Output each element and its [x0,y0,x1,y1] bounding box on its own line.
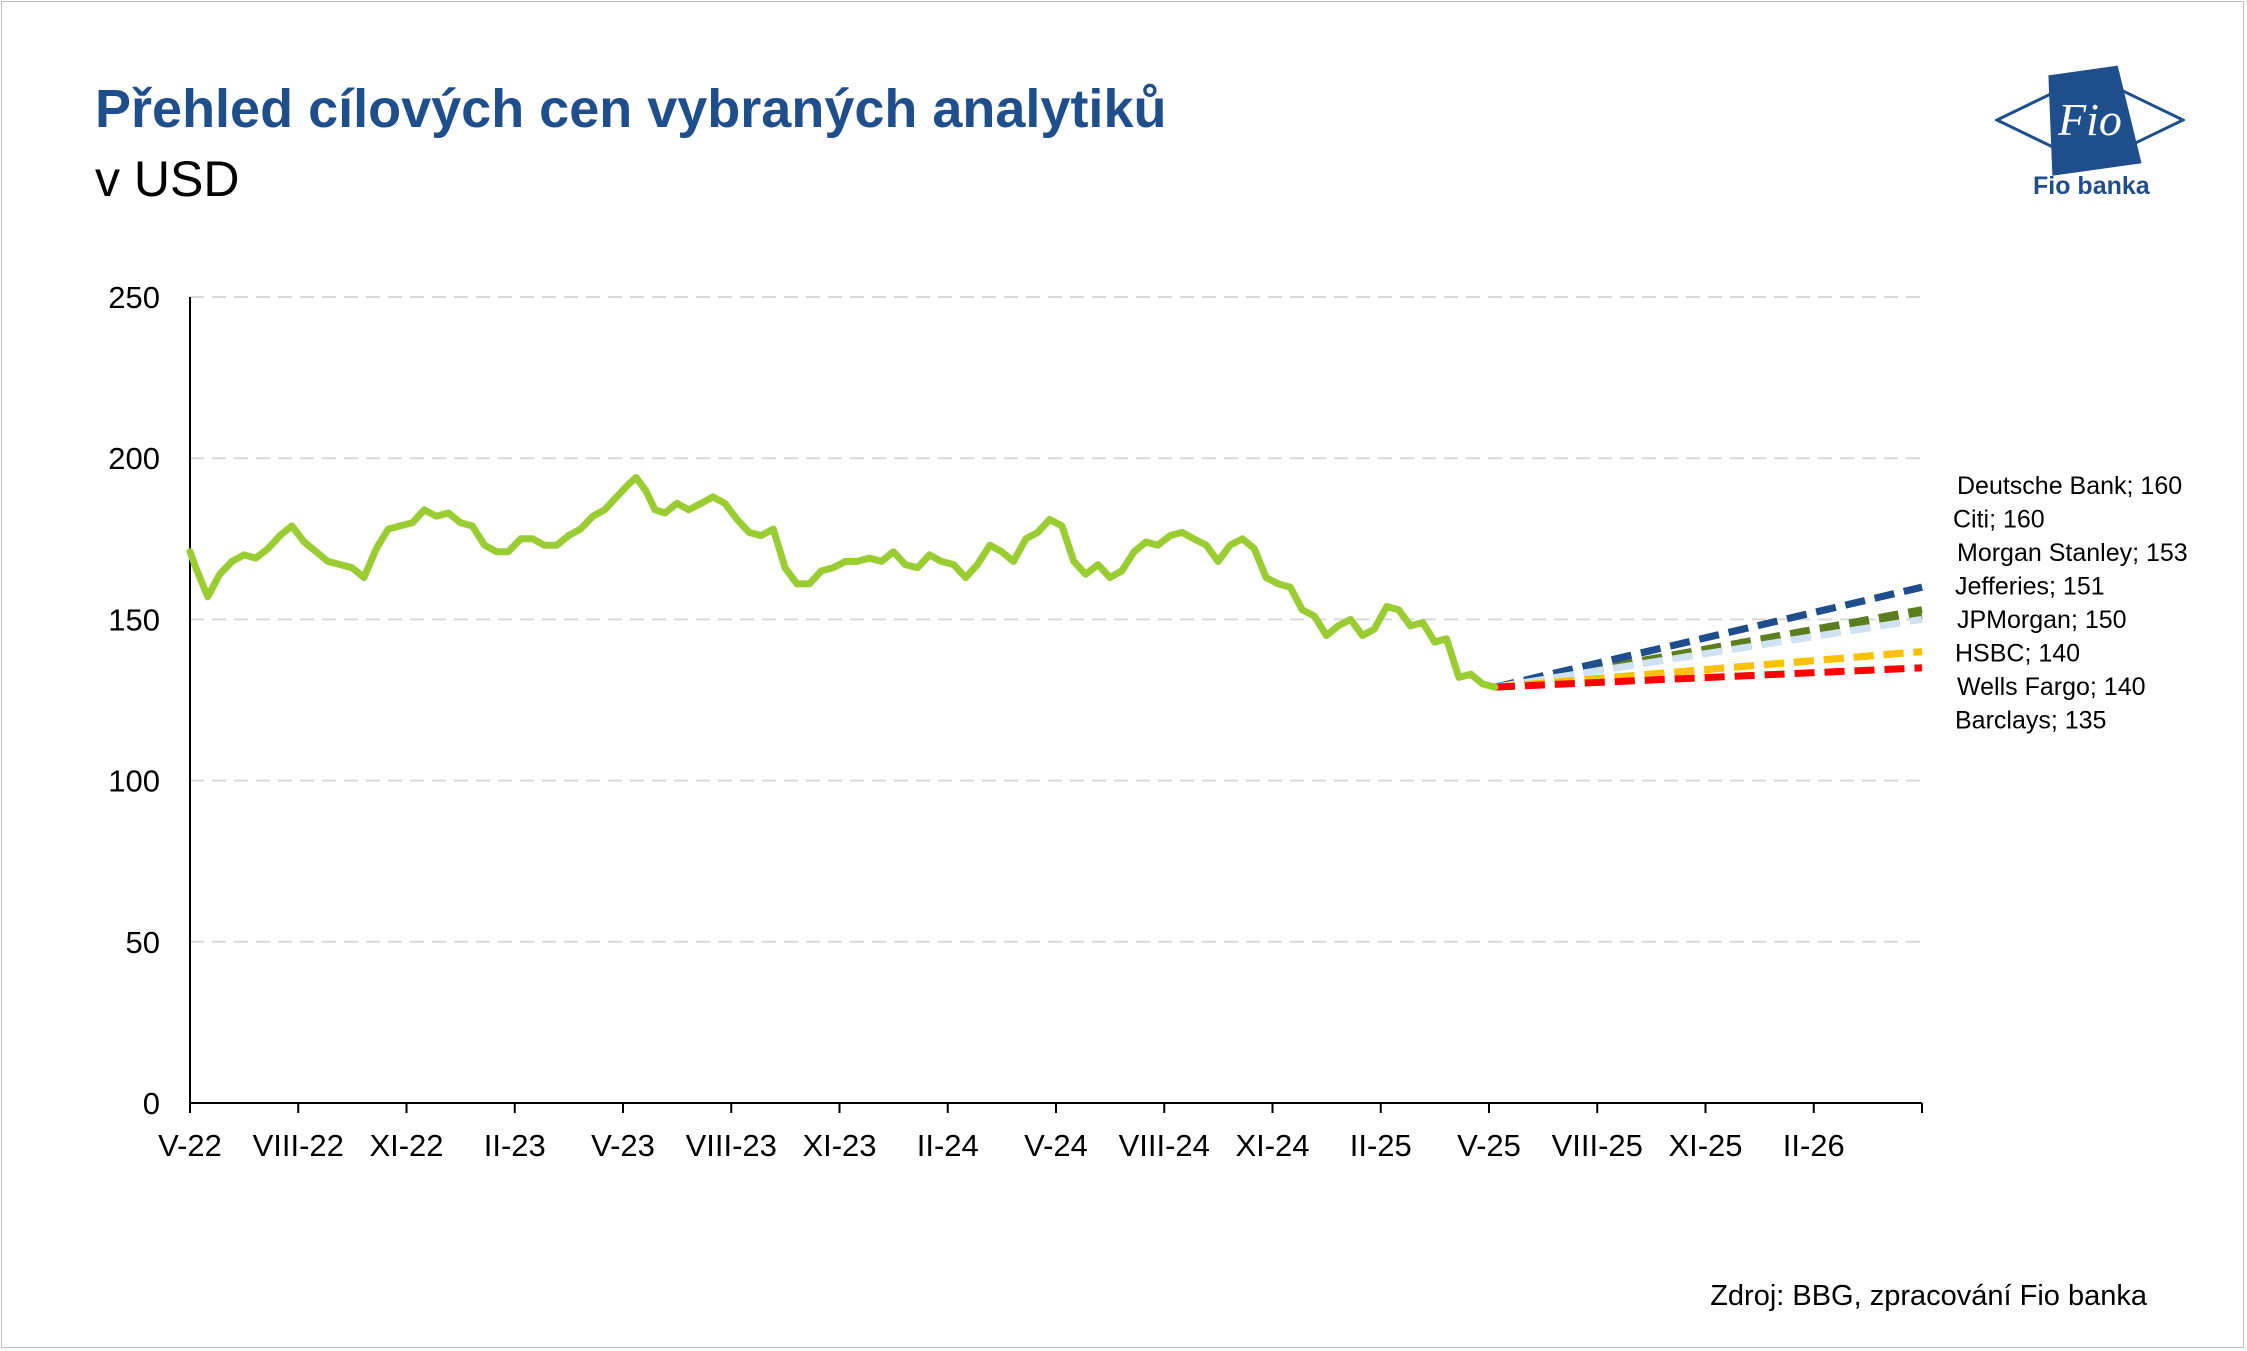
logo-mark-text: Fio [2057,94,2122,145]
target-label: Morgan Stanley; 153 [1957,539,2188,567]
target-lines [1494,583,1923,691]
x-tick-label: V-22 [158,1128,222,1163]
target-label: Wells Fargo; 140 [1957,673,2146,701]
x-tick-label: V-23 [591,1128,655,1163]
x-tick-label: V-25 [1457,1128,1521,1163]
x-tick-label: VIII-23 [686,1128,777,1163]
chart-title: Přehled cílových cen vybraných analytiků [95,79,1167,139]
x-tick-label: II-26 [1783,1128,1845,1163]
x-tick-label: II-24 [917,1128,979,1163]
x-tick-label: XI-24 [1235,1128,1309,1163]
target-label: Deutsche Bank; 160 [1957,472,2182,500]
y-tick-label: 200 [108,441,160,476]
x-tick-label: VIII-24 [1119,1128,1210,1163]
y-tick-label: 150 [108,602,160,637]
axes [189,297,1923,1113]
target-label: Jefferies; 151 [1955,573,2105,601]
x-tick-label: XI-23 [802,1128,876,1163]
y-tick-label: 100 [108,764,160,799]
target-label: Citi; 160 [1953,506,2045,534]
chart-subtitle: v USD [95,151,240,207]
target-label: HSBC; 140 [1955,640,2080,668]
x-tick-label: XI-22 [369,1128,443,1163]
price-line [186,474,1499,691]
target-label: Barclays; 135 [1955,707,2106,735]
x-tick-label: VIII-22 [253,1128,344,1163]
y-tick-label: 0 [143,1086,160,1121]
target-line-barclays [1494,664,1923,691]
x-tick-label: VIII-25 [1552,1128,1643,1163]
source-note: Zdroj: BBG, zpracování Fio banka [1710,1280,2147,1312]
x-tick-label: II-23 [484,1128,546,1163]
gridlines [190,296,1922,943]
target-line-deutsche-bank [1494,583,1923,691]
x-tick-label: XI-25 [1668,1128,1742,1163]
x-tick-label: II-25 [1350,1128,1412,1163]
y-tick-label: 50 [126,925,160,960]
y-tick-label: 250 [108,280,160,315]
labels: 0 50 100 150 200 250 V-22 VIII-22 XI-22 II-23 V-23… [108,280,2187,1163]
x-tick-label: V-24 [1024,1128,1088,1163]
price-series [186,474,1499,691]
target-line-jpmorgan [1494,615,1923,691]
target-label: JPMorgan; 150 [1957,606,2127,634]
fio-logo-icon: Fio [1995,65,2185,176]
logo-caption: Fio banka [2033,172,2150,200]
